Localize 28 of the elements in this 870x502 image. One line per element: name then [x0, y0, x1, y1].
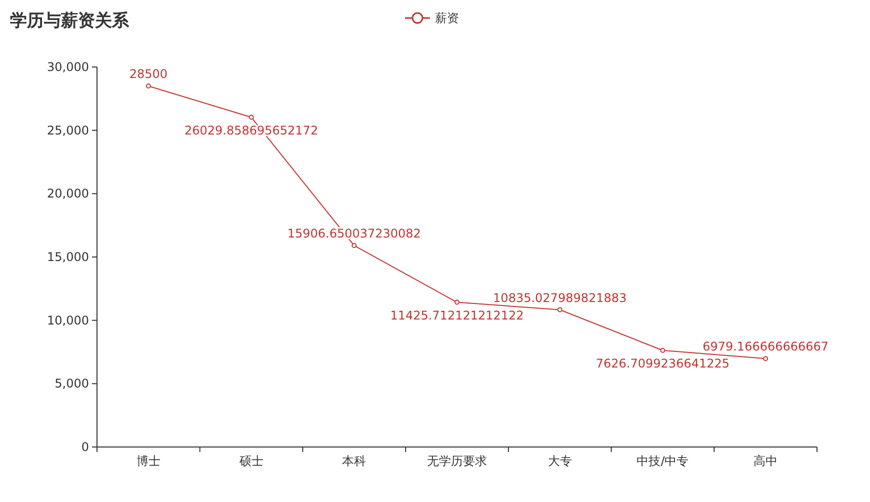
point	[763, 356, 768, 362]
x-tick-label: 中技/中专	[636, 454, 689, 468]
x-tick-label: 本科	[342, 454, 366, 468]
y-tick-label: 5,000	[54, 376, 89, 391]
data-label: 10835.027989821883	[493, 290, 627, 305]
data-label: 11425.712121212122	[390, 308, 524, 322]
point	[352, 243, 357, 248]
y-tick-label: 20,000	[47, 186, 89, 201]
point	[660, 348, 666, 353]
x-tick-label: 无学历要求	[427, 454, 487, 468]
data-label: 6979.166666666667	[702, 340, 829, 354]
y-tick-label: 10,000	[47, 313, 89, 328]
legend-label: 薪资	[435, 11, 459, 25]
point	[454, 300, 460, 305]
y-tick-label: 25,000	[47, 123, 89, 138]
y-tick-label: 0	[81, 440, 89, 454]
data-label: 28500	[129, 67, 168, 81]
point	[248, 114, 254, 120]
y-tick-label: 30,000	[47, 60, 89, 74]
point	[557, 307, 562, 312]
data-label: 7626.7099236641225	[596, 356, 730, 370]
x-tick-label: 高中	[754, 454, 778, 468]
x-tick-label: 大专	[548, 454, 572, 468]
y-tick-label: 15,000	[47, 250, 89, 264]
x-tick-label: 硕士	[238, 454, 264, 468]
chart-title: 学历与薪资关系	[10, 11, 130, 31]
x-tick-label: 博士	[136, 454, 160, 468]
point	[146, 84, 151, 88]
